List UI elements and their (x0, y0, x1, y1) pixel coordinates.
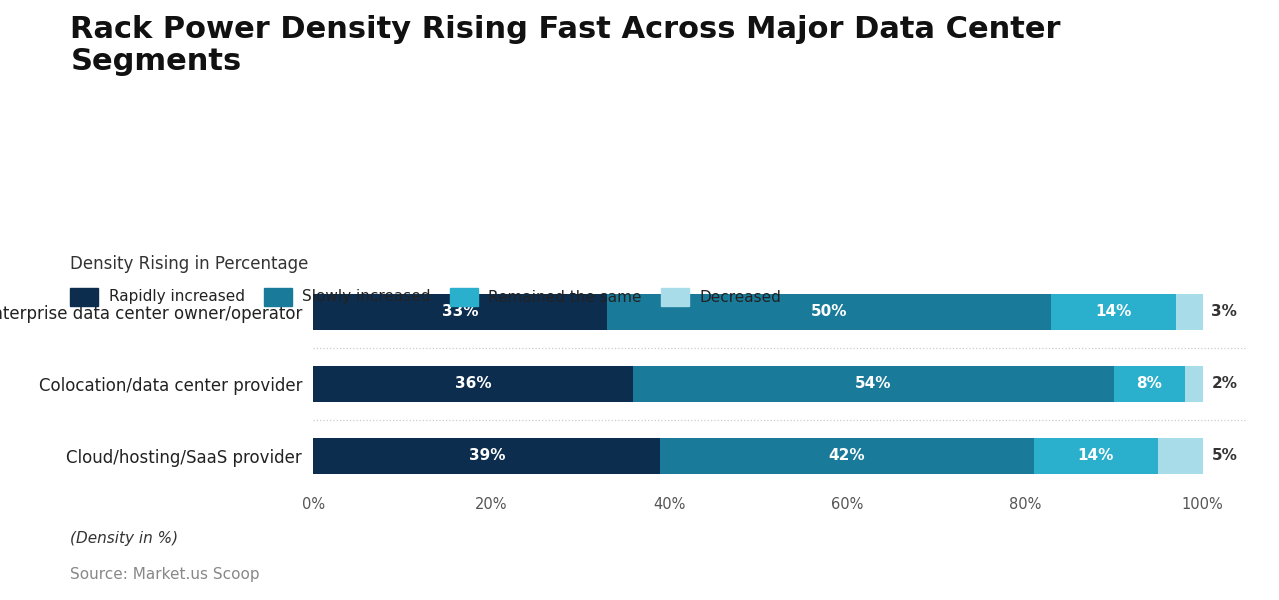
Bar (313, 294, 606, 330)
Text: (Density in %): (Density in %) (70, 531, 179, 546)
Bar (1175, 294, 1202, 330)
Text: Rack Power Density Rising Fast Across Major Data Center
Segments: Rack Power Density Rising Fast Across Ma… (70, 15, 1060, 76)
Text: 39%: 39% (468, 449, 505, 463)
Bar (633, 366, 1114, 402)
Text: Source: Market.us Scoop: Source: Market.us Scoop (70, 567, 260, 582)
Text: 14%: 14% (1078, 449, 1114, 463)
Text: 50%: 50% (811, 304, 848, 319)
Bar (606, 294, 1051, 330)
Bar (660, 438, 1033, 474)
Text: Decreased: Decreased (700, 289, 781, 304)
Bar (1114, 366, 1184, 402)
Text: Rapidly increased: Rapidly increased (109, 289, 244, 304)
Text: 3%: 3% (1211, 304, 1237, 319)
Bar (1051, 294, 1175, 330)
Bar (313, 438, 660, 474)
Text: Slowly increased: Slowly increased (302, 289, 431, 304)
Text: 14%: 14% (1095, 304, 1132, 319)
Text: 8%: 8% (1136, 377, 1163, 391)
Bar (313, 366, 633, 402)
Text: Density Rising in Percentage: Density Rising in Percentage (70, 255, 308, 273)
Bar (1184, 366, 1202, 402)
Text: 33%: 33% (441, 304, 478, 319)
Text: 5%: 5% (1211, 449, 1237, 463)
Bar (1157, 438, 1202, 474)
Text: 2%: 2% (1211, 377, 1238, 391)
Text: 54%: 54% (856, 377, 891, 391)
Text: 36%: 36% (455, 377, 491, 391)
Text: 42%: 42% (829, 449, 865, 463)
Bar (1033, 438, 1157, 474)
Text: Remained the same: Remained the same (489, 289, 642, 304)
